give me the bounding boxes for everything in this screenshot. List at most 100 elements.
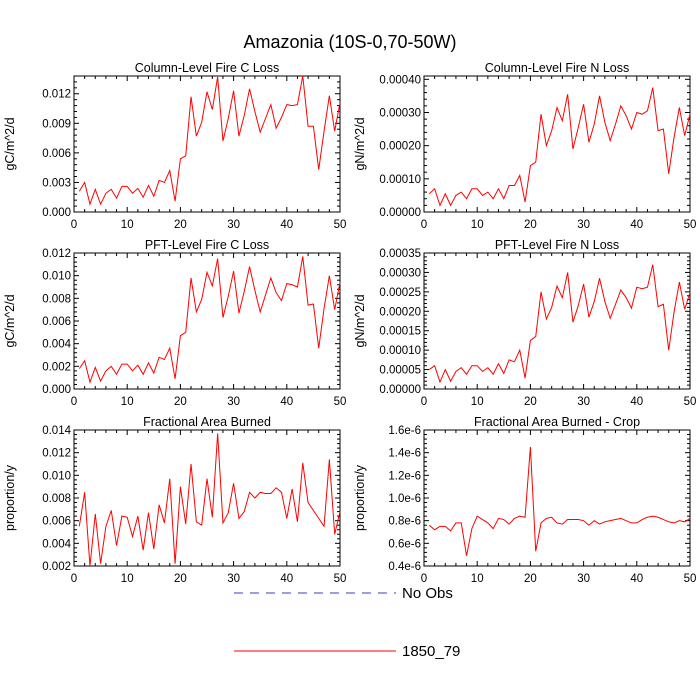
x-tick-label: 50 [334,573,347,585]
chart-title: Column-Level Fire C Loss [135,61,280,75]
y-tick-label: 0.004 [42,339,71,351]
y-tick-label: 0.00015 [379,326,421,338]
chart-title: Fractional Area Burned - Crop [474,415,640,429]
chart-title: Fractional Area Burned [143,415,271,429]
x-tick-label: 40 [280,573,293,585]
y-tick-label: 0.009 [42,118,71,130]
chart-panel-6: Fractional Area Burned - Crop 0 10 20 30 40 50… [353,415,696,585]
x-tick-label: 0 [421,396,427,408]
y-tick-label: 0.00020 [379,141,421,153]
y-tick-label: 0.006 [42,316,71,328]
y-tick-label: 0.00040 [379,74,421,86]
y-tick-label: 0.008 [42,293,71,305]
x-tick-label: 20 [174,219,187,231]
chart-panel-2: Column-Level Fire N Loss 0 10 20 30 40 50 0.000… [353,61,696,231]
y-tick-label: 0.002 [42,361,71,373]
series-line-1850-79 [428,87,691,207]
y-tick-label: 0.012 [42,89,71,101]
y-axis-label: gC/m^2/d [3,117,17,170]
plot-frame [423,252,691,390]
chart-title: Column-Level Fire N Loss [485,61,630,75]
y-tick-label: 1.4e-6 [388,448,421,460]
y-tick-label: 0.00005 [379,365,421,377]
x-tick-label: 10 [121,396,134,408]
chart-title: PFT-Level Fire C Loss [145,238,269,252]
y-tick-label: 0.00000 [379,384,421,396]
x-tick-label: 40 [630,219,643,231]
x-tick-label: 40 [280,396,293,408]
chart-panel-1: Column-Level Fire C Loss 0 10 20 30 40 50 0.000… [3,61,346,231]
series-line-1850-79 [78,433,341,567]
x-tick-label: 30 [227,573,240,585]
x-tick-label: 10 [121,219,134,231]
y-axis-label: proportion/y [353,464,367,531]
x-tick-label: 50 [334,219,347,231]
plot-frame [73,429,341,567]
y-tick-label: 0.010 [42,470,71,482]
x-tick-label: 10 [121,573,134,585]
plot-frame [423,429,691,567]
x-tick-label: 10 [471,573,484,585]
legend-label-no-obs: No Obs [402,585,453,602]
x-tick-label: 50 [334,396,347,408]
x-tick-label: 30 [577,219,590,231]
chart-title: PFT-Level Fire N Loss [495,238,619,252]
plot-frame [423,75,691,213]
x-tick-label: 20 [524,573,537,585]
x-tick-label: 0 [71,219,77,231]
y-tick-label: 0.00020 [379,306,421,318]
y-tick-label: 0.014 [42,425,71,437]
x-tick-label: 50 [684,573,697,585]
chart-panel-3: PFT-Level Fire C Loss 0 10 20 30 40 50 0.000 0.0… [3,238,346,408]
y-tick-label: 0.6e-6 [388,538,421,550]
legend-label-1850-79: 1850_79 [402,643,460,660]
x-tick-label: 20 [524,396,537,408]
y-tick-label: 0.008 [42,493,71,505]
y-tick-label: 0.004 [42,538,71,550]
chart-panel-4: PFT-Level Fire N Loss 0 10 20 30 40 50 0.00000 0… [353,238,696,408]
y-tick-label: 1.0e-6 [388,493,421,505]
y-tick-label: 0.00000 [379,207,421,219]
x-tick-label: 20 [174,573,187,585]
x-tick-label: 40 [630,396,643,408]
y-tick-label: 0.000 [42,384,71,396]
x-tick-label: 10 [471,219,484,231]
series-line-1850-79 [429,264,691,384]
y-tick-label: 0.00030 [379,267,421,279]
y-tick-label: 0.012 [42,448,71,460]
x-tick-label: 20 [174,396,187,408]
y-tick-label: 0.8e-6 [388,516,421,528]
y-tick-label: 0.00010 [379,174,421,186]
chart-panel-5: Fractional Area Burned 0 10 20 30 40 50 0.002 0.… [3,415,346,585]
x-tick-label: 0 [71,573,77,585]
series-line-1850-79 [428,446,691,556]
x-tick-label: 40 [630,573,643,585]
legend: No Obs 1850_79 [234,585,460,660]
y-axis-label: gN/m^2/d [353,117,367,170]
plot-frame [73,75,341,213]
y-tick-label: 0.010 [42,271,71,283]
y-axis-label: gN/m^2/d [353,294,367,347]
x-tick-label: 0 [421,219,427,231]
x-tick-label: 30 [227,396,240,408]
series-line-1850-79 [78,75,341,206]
y-tick-label: 0.00010 [379,345,421,357]
x-tick-label: 0 [421,573,427,585]
series-line-1850-79 [78,256,341,384]
y-tick-label: 0.00030 [379,107,421,119]
y-axis-label: gC/m^2/d [3,294,17,347]
x-tick-label: 50 [684,396,697,408]
x-tick-label: 10 [471,396,484,408]
y-tick-label: 0.00035 [379,248,421,260]
y-tick-label: 0.003 [42,177,71,189]
y-tick-label: 0.00025 [379,287,421,299]
y-axis-label: proportion/y [3,464,17,531]
y-tick-label: 0.012 [42,248,71,260]
y-tick-label: 1.6e-6 [388,425,421,437]
x-tick-label: 30 [577,573,590,585]
y-tick-label: 0.000 [42,207,71,219]
y-tick-label: 0.006 [42,148,71,160]
y-tick-label: 0.002 [42,561,71,573]
y-tick-label: 1.2e-6 [388,470,421,482]
